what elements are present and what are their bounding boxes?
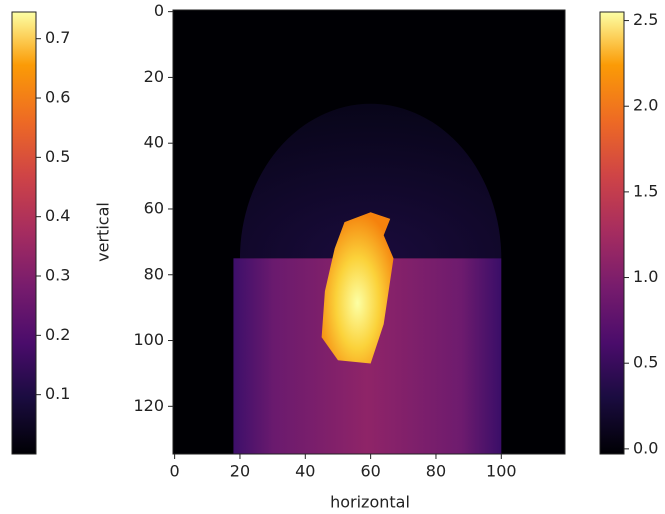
x-axis-label: horizontal [330, 493, 410, 512]
colorbar-tick-label: 1.5 [633, 181, 658, 200]
y-axis-label: vertical [94, 202, 113, 262]
y-tick-label: 100 [133, 330, 164, 349]
colorbar-tick-label: 0.2 [45, 325, 70, 344]
colorbar-tick-label: 0.5 [45, 147, 70, 166]
y-tick-label: 40 [144, 133, 164, 152]
colorbar [11, 11, 37, 455]
x-tick-label: 80 [426, 462, 446, 481]
y-tick-label: 0 [154, 1, 164, 20]
plot-frame [172, 9, 566, 455]
colorbar-tick-label: 0.4 [45, 206, 70, 225]
colorbar-tick-label: 1.0 [633, 267, 658, 286]
colorbar-tick-label: 2.5 [633, 10, 658, 29]
colorbar-tick-label: 0.7 [45, 28, 70, 47]
colorbar-tick-label: 0.0 [633, 438, 658, 457]
heatmap [172, 9, 566, 455]
y-tick-label: 120 [133, 396, 164, 415]
x-tick-label: 0 [170, 462, 180, 481]
colorbar-tick-label: 0.5 [633, 353, 658, 372]
y-tick-label: 80 [144, 264, 164, 283]
colorbar-tick-label: 0.1 [45, 384, 70, 403]
heatmap-region [239, 103, 502, 259]
x-tick-label: 60 [360, 462, 380, 481]
colorbar [599, 11, 625, 455]
x-tick-label: 40 [295, 462, 315, 481]
x-tick-label: 20 [230, 462, 250, 481]
x-tick-label: 100 [486, 462, 517, 481]
y-tick-label: 60 [144, 198, 164, 217]
colorbar-tick-label: 0.6 [45, 88, 70, 107]
heatmap-region [321, 212, 394, 364]
colorbar-tick-label: 2.0 [633, 96, 658, 115]
y-tick-label: 20 [144, 67, 164, 86]
colorbar-tick-label: 0.3 [45, 266, 70, 285]
